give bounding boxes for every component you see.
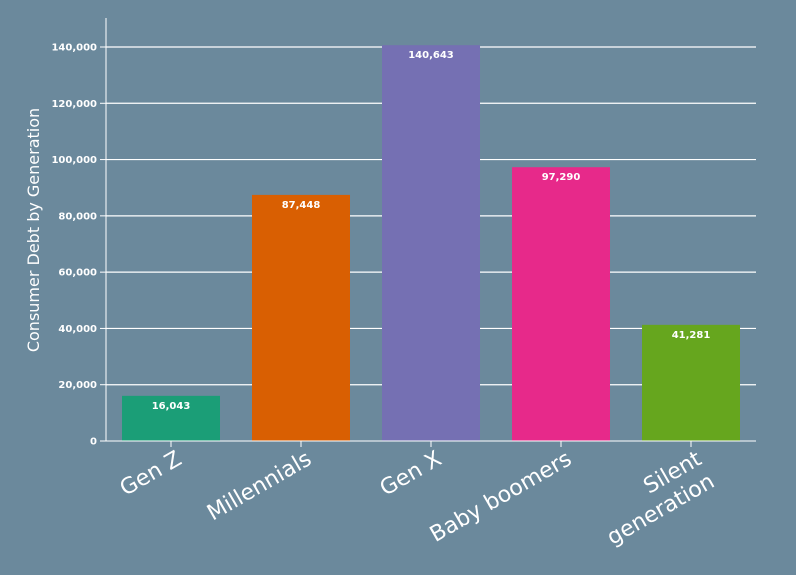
x-category-label: Millennials [203,447,316,527]
bars [122,45,740,442]
x-category-label: Gen Z [116,447,186,502]
x-category-label-line: Gen X [376,447,446,502]
y-tick-label: 120,000 [51,99,97,110]
bar [252,194,350,441]
bar-value-label: 87,448 [282,200,321,211]
x-category-label: Silentgeneration [590,446,719,550]
bar [512,167,610,442]
x-category-label: Baby boomers [426,447,576,548]
x-category-label-line: Millennials [203,447,316,527]
y-axis-title: Consumer Debt by Generation [24,108,43,352]
x-category-label-line: Baby boomers [426,447,576,548]
y-tick-label: 140,000 [51,43,97,54]
y-tick-label: 60,000 [58,268,97,279]
bar-value-label: 41,281 [672,330,711,341]
bar-value-label: 97,290 [542,172,581,183]
y-tick-label: 100,000 [51,155,97,166]
bar [382,45,480,441]
y-tick-label: 0 [90,437,97,448]
bar [122,395,220,441]
y-tick-label: 20,000 [58,380,97,391]
y-tick-label: 80,000 [58,211,97,222]
bar-value-label: 16,043 [152,401,191,412]
x-category-label-line: Gen Z [116,447,186,502]
axes [100,18,756,447]
x-category-label: Gen X [376,447,446,502]
y-tick-label: 40,000 [58,324,97,335]
bar [642,324,740,441]
bar-value-label: 140,643 [408,50,454,61]
